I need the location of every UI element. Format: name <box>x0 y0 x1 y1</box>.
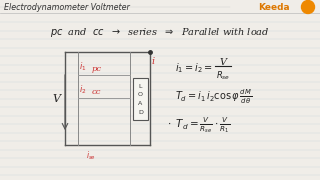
Bar <box>133 78 148 120</box>
Text: pc: pc <box>92 65 102 73</box>
Text: $pc$  and  $cc$  $\rightarrow$  series  $\Rightarrow$  Parallel with load: $pc$ and $cc$ $\rightarrow$ series $\Rig… <box>50 26 270 39</box>
Text: Keeda: Keeda <box>258 3 290 12</box>
Text: $i_{se}$: $i_{se}$ <box>86 149 96 161</box>
Text: D: D <box>138 109 143 114</box>
Text: $R_{se}$: $R_{se}$ <box>216 69 230 82</box>
Text: O: O <box>138 92 143 97</box>
Text: $i_1=i_2=$: $i_1=i_2=$ <box>175 61 213 75</box>
Text: i: i <box>152 57 155 66</box>
Text: $i_2$: $i_2$ <box>79 84 86 96</box>
Text: Electrodynamometer Voltmeter: Electrodynamometer Voltmeter <box>4 3 130 12</box>
Text: L: L <box>139 84 142 89</box>
Text: $i_1$: $i_1$ <box>79 60 86 73</box>
Circle shape <box>301 1 315 14</box>
Text: V: V <box>52 93 60 103</box>
Text: $\cdot\;\;T_d = \frac{V}{R_{se}} \cdot \frac{V}{R_1}$: $\cdot\;\;T_d = \frac{V}{R_{se}} \cdot \… <box>167 115 230 135</box>
Text: $T_d = i_1\,i_2\cos\varphi\,\frac{dM}{d\theta}$: $T_d = i_1\,i_2\cos\varphi\,\frac{dM}{d\… <box>175 88 252 106</box>
Text: cc: cc <box>92 88 101 96</box>
Text: V: V <box>220 57 227 66</box>
Text: A: A <box>138 101 143 106</box>
